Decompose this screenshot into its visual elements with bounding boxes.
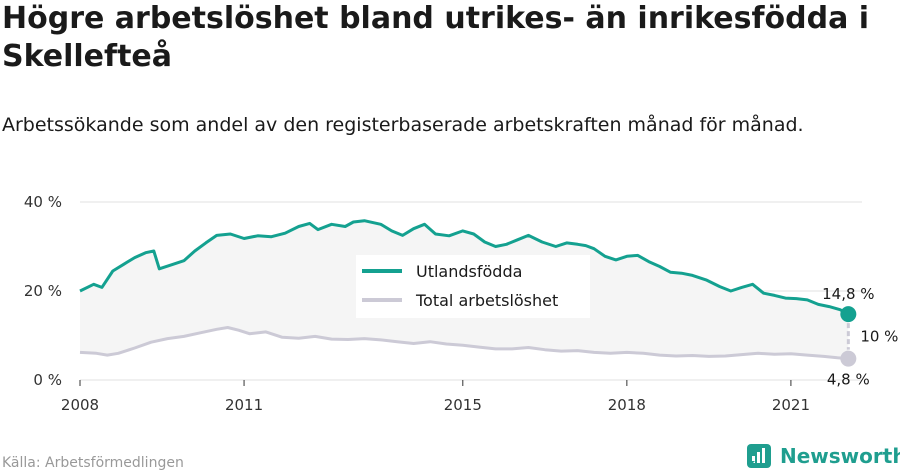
- legend-box: [356, 255, 590, 318]
- end-marker-total: [840, 350, 857, 367]
- end-marker-foreign: [840, 306, 857, 323]
- y-tick-label: 0 %: [33, 371, 62, 389]
- brand: Newsworthy: [746, 443, 900, 469]
- brand-name: Newsworthy: [780, 444, 900, 468]
- difference-label: 10 %: [860, 327, 898, 345]
- end-label-foreign: 14,8 %: [822, 285, 874, 303]
- legend-label-foreign: Utlandsfödda: [416, 262, 522, 281]
- series-line-total: [79, 326, 849, 361]
- x-tick-label: 2008: [61, 396, 99, 414]
- chart-subtitle: Arbetssökande som andel av den registerb…: [2, 114, 804, 136]
- chart-title: Högre arbetslöshet bland utrikes- än inr…: [2, 1, 870, 74]
- series-line-foreign: [79, 219, 850, 316]
- x-tick-label: 2021: [772, 396, 810, 414]
- x-tick-label: 2015: [444, 396, 482, 414]
- y-tick-label: 20 %: [24, 282, 62, 300]
- x-tick-label: 2011: [225, 396, 263, 414]
- x-tick-label: 2018: [608, 396, 646, 414]
- end-label-total: 4,8 %: [827, 371, 870, 389]
- legend-label-total: Total arbetslöshet: [415, 291, 558, 310]
- source-note: Källa: Arbetsförmedlingen: [2, 455, 184, 471]
- y-tick-label: 40 %: [24, 193, 62, 211]
- newsworthy-logo-icon: [747, 444, 771, 468]
